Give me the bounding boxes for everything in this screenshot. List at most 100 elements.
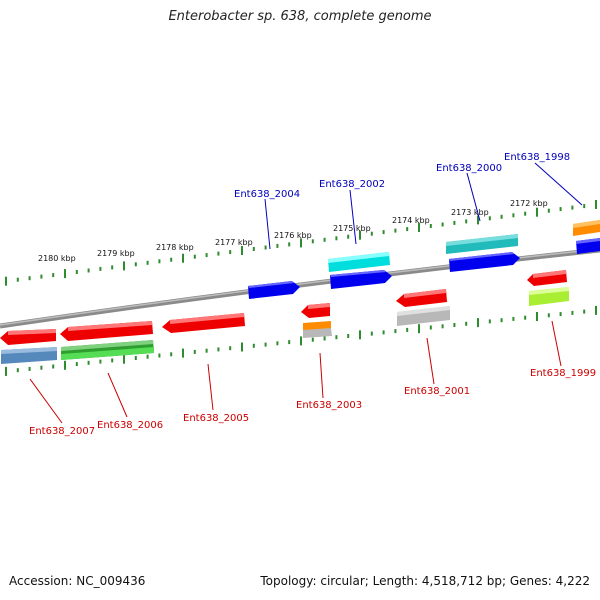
gene-ent638-1998b[interactable] <box>576 238 600 254</box>
gene-ent638-2007[interactable] <box>0 329 56 345</box>
scale-tick <box>512 213 515 218</box>
scale-tick <box>264 342 267 347</box>
scale-tick <box>300 336 302 346</box>
scale-tick <box>158 259 161 264</box>
scale-tick <box>170 257 173 262</box>
scale-tick <box>441 324 444 329</box>
label-ent638-1998: Ent638_1998 <box>504 152 570 163</box>
scale-label-2180: 2180 kbp <box>38 254 76 263</box>
scale-tick <box>524 315 527 320</box>
gene-ent638-2006b[interactable] <box>61 340 154 360</box>
label-ent638-2004: Ent638_2004 <box>234 189 300 200</box>
scale-tick <box>559 207 562 212</box>
scale-tick <box>229 346 232 351</box>
scale-tick <box>182 253 184 263</box>
label-ent638-2006: Ent638_2006 <box>97 420 163 431</box>
gene-ent638-2001b[interactable] <box>397 306 450 326</box>
scale-tick <box>16 277 19 282</box>
scale-tick <box>571 310 574 315</box>
label-ent638-1999: Ent638_1999 <box>530 368 596 379</box>
gene-ent638-2007b[interactable] <box>1 347 57 364</box>
scale-tick <box>524 211 527 216</box>
gene-ent638-2003[interactable] <box>301 303 330 318</box>
scale-tick <box>359 230 361 240</box>
gene-ent638-1999[interactable] <box>527 270 567 286</box>
scale-tick <box>536 312 538 321</box>
scale-tick <box>193 254 196 259</box>
scale-tick <box>595 305 597 315</box>
scale-tick <box>146 354 149 359</box>
gene-ent638-1999b[interactable] <box>529 287 569 306</box>
gene-ent638-2005[interactable] <box>162 313 245 333</box>
scale-tick <box>146 260 149 265</box>
gene-ent638-2006[interactable] <box>60 321 153 341</box>
gene-ent638-2002[interactable] <box>328 252 390 272</box>
scale-tick <box>193 349 196 354</box>
scale-tick <box>453 220 456 225</box>
scale-label-2179: 2179 kbp <box>97 249 135 258</box>
scale-tick <box>170 352 173 357</box>
scale-tick <box>87 360 90 365</box>
scale-label-2176: 2176 kbp <box>274 231 312 240</box>
scale-tick <box>276 243 279 248</box>
scale-tick <box>300 238 302 248</box>
scale-tick <box>241 246 243 255</box>
gene-ent638-2001[interactable] <box>396 289 447 307</box>
scale-tick <box>229 250 232 255</box>
scale-tick <box>64 269 66 279</box>
scale-tick <box>488 319 491 324</box>
scale-tick <box>465 321 468 326</box>
scale-tick <box>64 360 66 370</box>
scale-tick <box>123 354 125 364</box>
scale-tick <box>595 200 597 209</box>
scale-tick <box>347 234 350 239</box>
gene-ent638-2004[interactable] <box>248 281 300 299</box>
scale-tick <box>488 216 491 221</box>
scale-tick <box>477 318 479 328</box>
scale-tick <box>241 342 243 352</box>
scale-tick <box>99 266 102 271</box>
scale-tick <box>418 223 420 232</box>
scale-tick <box>335 236 338 241</box>
scale-tick <box>547 208 550 213</box>
scale-tick <box>134 262 137 267</box>
scale-tick <box>158 353 161 358</box>
scale-tick <box>205 253 208 258</box>
scale-label-2175: 2175 kbp <box>333 224 371 233</box>
scale-tick <box>583 309 586 314</box>
gene-ent638-2000b[interactable] <box>449 252 520 272</box>
label-ent638-2005: Ent638_2005 <box>183 413 249 424</box>
scale-tick <box>370 331 373 336</box>
scale-tick <box>311 337 314 342</box>
scale-tick <box>40 365 43 370</box>
gene-ent638-2000[interactable] <box>446 234 518 254</box>
scale-tick <box>134 356 137 360</box>
scale-label-2178: 2178 kbp <box>156 243 194 252</box>
scale-tick <box>52 273 55 278</box>
gene-ent638-1998[interactable] <box>573 220 600 236</box>
scale-tick <box>323 336 326 341</box>
scale-tick <box>87 268 90 273</box>
label-ent638-2001: Ent638_2001 <box>404 386 470 397</box>
scale-tick <box>252 247 255 251</box>
scale-tick <box>264 245 267 250</box>
genome-title: Enterobacter sp. 638, complete genome <box>168 9 432 24</box>
scale-tick <box>323 237 326 242</box>
accession-text: Accession: NC_009436 <box>9 574 146 588</box>
gene-ent638-2002b[interactable] <box>330 270 392 289</box>
scale-tick <box>429 224 432 228</box>
scale-tick <box>111 265 114 270</box>
scale-tick <box>477 215 479 225</box>
scale-tick <box>583 204 586 209</box>
scale-tick <box>370 231 373 236</box>
scale-tick <box>382 330 385 335</box>
scale-tick <box>252 343 255 348</box>
scale-tick <box>276 341 279 346</box>
scale-ticks-top <box>5 200 597 286</box>
scale-tick <box>40 274 43 279</box>
scale-tick <box>123 261 125 271</box>
gene-ent638-2003b[interactable] <box>303 321 332 338</box>
scale-tick <box>394 228 397 233</box>
scale-tick <box>75 270 78 274</box>
